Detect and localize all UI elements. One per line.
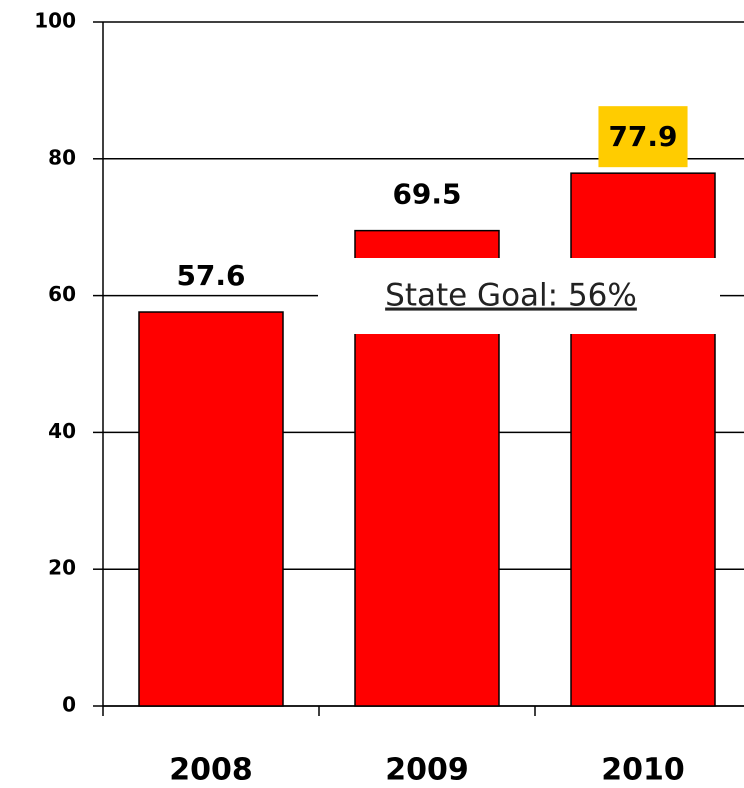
y-tick-label: 80 [48, 145, 76, 169]
labels: 2008 57.6 2009 69.5 2010 77.9 [168, 106, 688, 788]
value-label: 77.9 [608, 120, 677, 153]
value-label: 69.5 [392, 178, 461, 211]
annotation-box [318, 258, 720, 334]
value-label-bg [598, 106, 688, 168]
y-tick-label: 0 [62, 693, 76, 717]
y-tick-label: 60 [48, 282, 76, 306]
y-tick-label: 20 [48, 556, 76, 580]
x-tick-label: 2010 [601, 753, 685, 788]
value-label: 57.6 [176, 259, 245, 292]
annotation: State Goal: 56% [385, 278, 637, 314]
x-tick-label: 2008 [169, 753, 253, 788]
bar [138, 311, 284, 707]
value-label-bg [384, 175, 470, 213]
y-tick-label: 100 [34, 9, 76, 33]
bars [138, 172, 716, 707]
bar [570, 172, 716, 707]
value-label-bg [168, 257, 254, 295]
x-tick-label: 2009 [385, 753, 469, 788]
y-tick-label: 40 [48, 419, 76, 443]
